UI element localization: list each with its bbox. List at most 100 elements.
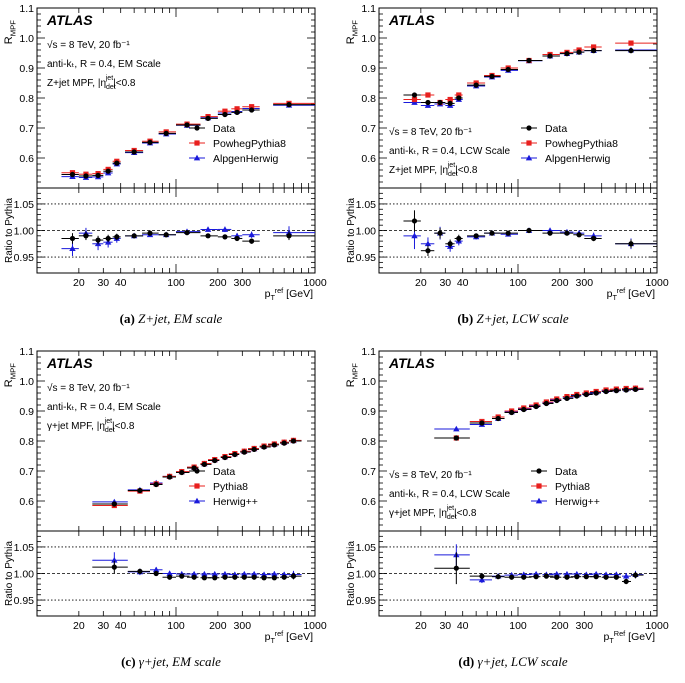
data-point xyxy=(271,442,277,448)
ratio-point xyxy=(184,230,190,236)
ratio-point xyxy=(232,574,238,580)
data-point xyxy=(437,99,443,106)
ratio-y-tick-label: 1.00 xyxy=(14,569,35,581)
x-tick-label: 200 xyxy=(551,277,569,289)
ratio-point xyxy=(411,232,418,239)
info-line: Z+jet MPF, |ηdetjet|<0.8 xyxy=(389,162,478,178)
x-tick-label: 20 xyxy=(73,620,85,632)
ratio-y-tick-label: 0.95 xyxy=(356,252,377,264)
top-y-axis-label: RMPF xyxy=(345,20,359,44)
data-point xyxy=(456,95,462,101)
x-tick-label: 300 xyxy=(576,277,594,289)
ratio-point xyxy=(613,574,619,580)
data-point xyxy=(623,387,629,393)
data-point xyxy=(613,388,619,394)
ratio-y-tick-label: 1.05 xyxy=(14,542,35,554)
data-point xyxy=(179,469,185,476)
ratio-point xyxy=(425,248,431,254)
data-point xyxy=(83,173,89,179)
x-tick-label: 1000 xyxy=(645,620,669,632)
data-point xyxy=(232,451,238,458)
caption-c-tag: (c) xyxy=(121,654,136,669)
ratio-point xyxy=(456,235,462,242)
top-y-tick-label: 0.6 xyxy=(19,496,34,508)
caption-a-text: Z+jet, EM scale xyxy=(138,311,223,326)
x-axis-label: pTref [GeV] xyxy=(265,286,313,302)
x-tick-label: 40 xyxy=(457,620,469,632)
data-point xyxy=(281,440,287,446)
data-point xyxy=(479,420,485,426)
data-point xyxy=(554,397,560,404)
ratio-point xyxy=(593,574,599,580)
data-point xyxy=(205,115,211,121)
ratio-point xyxy=(271,570,278,577)
x-axis-label: pTRef [GeV] xyxy=(603,629,655,645)
data-point xyxy=(424,102,432,108)
ratio-y-tick-label: 1.05 xyxy=(356,542,377,554)
data-point xyxy=(632,386,639,392)
x-axis-label: pTref [GeV] xyxy=(265,629,313,645)
x-tick-label: 200 xyxy=(551,620,569,632)
data-point xyxy=(489,73,495,79)
legend-label: PowhegPythia8 xyxy=(545,138,618,150)
top-y-tick-label: 0.6 xyxy=(19,153,34,165)
ratio-point xyxy=(521,574,527,580)
x-tick-label: 100 xyxy=(167,277,185,289)
data-point xyxy=(473,82,479,88)
ratio-point xyxy=(221,570,229,577)
data-point xyxy=(447,100,453,106)
data-point xyxy=(411,96,418,103)
caption-b-tag: (b) xyxy=(457,311,474,326)
ratio-point xyxy=(632,572,639,578)
ratio-point xyxy=(204,226,212,232)
top-y-tick-label: 1.1 xyxy=(361,3,376,15)
ratio-point xyxy=(205,233,211,239)
top-y-tick-label: 1.0 xyxy=(19,376,34,388)
top-y-axis-label: RMPF xyxy=(3,20,17,44)
top-y-tick-label: 1.1 xyxy=(19,346,34,358)
data-point xyxy=(564,51,570,57)
data-point xyxy=(509,409,515,416)
top-y-tick-label: 1.0 xyxy=(361,376,376,388)
top-y-tick-label: 0.8 xyxy=(361,93,376,105)
x-tick-label: 20 xyxy=(415,620,427,632)
legend-label: PowhegPythia8 xyxy=(213,138,286,150)
ratio-point xyxy=(489,230,495,236)
x-tick-label: 1000 xyxy=(303,277,327,289)
data-point xyxy=(95,172,101,178)
legend-marker xyxy=(194,125,200,131)
ratio-point xyxy=(495,574,501,580)
ratio-point xyxy=(447,241,453,247)
data-point xyxy=(593,390,599,396)
legend-marker xyxy=(535,497,543,504)
data-point xyxy=(131,149,137,155)
caption-d: (d) γ+jet, LCW scale xyxy=(342,654,684,670)
ratio-point xyxy=(281,574,287,580)
atlas-label: ATLAS xyxy=(46,12,93,28)
legend-label: Data xyxy=(213,123,235,135)
ratio-y-tick-label: 0.95 xyxy=(14,252,35,264)
info-line: anti-kₜ, R = 0.4, LCW Scale xyxy=(389,146,510,157)
ratio-point xyxy=(603,574,609,580)
x-tick-label: 100 xyxy=(167,620,185,632)
legend-marker xyxy=(536,483,542,489)
ratio-point xyxy=(622,572,630,579)
x-tick-label: 200 xyxy=(209,277,227,289)
caption-c-text: γ+jet, EM scale xyxy=(138,654,221,669)
ratio-point xyxy=(222,574,228,580)
ratio-point xyxy=(250,570,258,577)
x-tick-label: 40 xyxy=(457,277,469,289)
caption-a-tag: (a) xyxy=(119,311,135,326)
ratio-point xyxy=(591,235,597,242)
x-tick-label: 20 xyxy=(415,277,427,289)
ratio-y-tick-label: 1.05 xyxy=(14,199,35,211)
data-point xyxy=(526,57,532,64)
ratio-point xyxy=(83,233,89,239)
info-line: anti-kₜ, R = 0.4, LCW Scale xyxy=(389,489,510,500)
caption-b-text: Z+jet, LCW scale xyxy=(476,311,569,326)
legend-label: AlpgenHerwig xyxy=(213,153,279,165)
ratio-point xyxy=(221,226,229,232)
top-y-tick-label: 1.1 xyxy=(19,3,34,15)
legend-label: Herwig++ xyxy=(555,496,600,508)
